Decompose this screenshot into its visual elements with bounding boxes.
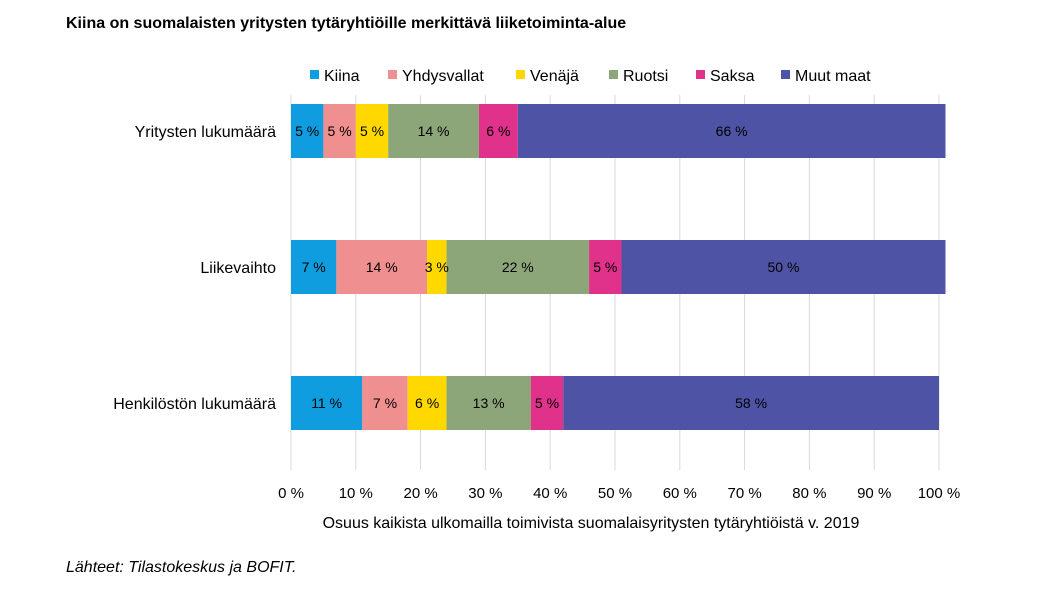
chart-title: Kiina on suomalaisten yritysten tytäryht… xyxy=(66,15,627,32)
x-tick-label: 70 % xyxy=(727,485,761,502)
bar-segment xyxy=(291,240,337,294)
x-tick-label: 80 % xyxy=(792,485,826,502)
data-label: 7 % xyxy=(302,259,326,275)
legend: Kiina Yhdysvallat Venäjä Ruotsi Saksa Muut ma… xyxy=(310,68,871,85)
data-label: 66 % xyxy=(716,123,748,139)
data-label: 5 % xyxy=(535,395,559,411)
data-label: 22 % xyxy=(502,259,534,275)
data-label: 6 % xyxy=(486,123,510,139)
data-label: 14 % xyxy=(418,123,450,139)
data-label: 5 % xyxy=(360,123,384,139)
data-label: 58 % xyxy=(735,395,767,411)
data-label: 7 % xyxy=(373,395,397,411)
data-label: 13 % xyxy=(473,395,505,411)
x-tick-label: 50 % xyxy=(598,485,632,502)
bar-segment xyxy=(336,240,428,294)
legend-label: Saksa xyxy=(710,68,755,85)
bar-segment xyxy=(362,376,408,430)
bar-segment xyxy=(530,376,564,430)
bar-segment xyxy=(563,376,939,430)
source-note: Lähteet: Tilastokeskus ja BOFIT. xyxy=(66,559,297,576)
legend-label: Muut maat xyxy=(795,68,871,85)
legend-label: Ruotsi xyxy=(623,68,668,85)
x-tick-label: 20 % xyxy=(403,485,437,502)
x-tick-label: 90 % xyxy=(857,485,891,502)
x-tick-label: 100 % xyxy=(918,485,961,502)
bar-segment xyxy=(446,240,590,294)
legend-label: Venäjä xyxy=(530,68,579,85)
bar-segment xyxy=(621,240,946,294)
x-tick-label: 30 % xyxy=(468,485,502,502)
category-label: Yritysten lukumäärä xyxy=(135,124,276,141)
bar-segment xyxy=(517,104,946,158)
bar-segment xyxy=(291,376,363,430)
data-label: 5 % xyxy=(593,259,617,275)
bar-segment xyxy=(427,240,447,294)
data-label: 11 % xyxy=(311,395,342,411)
x-axis-title: Osuus kaikista ulkomailla toimivista suo… xyxy=(323,515,860,532)
x-tick-label: 60 % xyxy=(663,485,697,502)
legend-swatch xyxy=(388,70,397,79)
legend-swatch xyxy=(781,70,790,79)
legend-label: Kiina xyxy=(324,68,360,85)
x-tick-label: 10 % xyxy=(339,485,373,502)
category-label: Liikevaihto xyxy=(200,260,276,277)
legend-label: Yhdysvallat xyxy=(402,68,484,85)
legend-swatch xyxy=(516,70,525,79)
bar-segment xyxy=(446,376,531,430)
legend-swatch xyxy=(696,70,705,79)
data-label: 14 % xyxy=(366,259,398,275)
data-label: 5 % xyxy=(295,123,319,139)
data-label: 6 % xyxy=(415,395,439,411)
bar-segment xyxy=(478,104,518,158)
data-label: 5 % xyxy=(328,123,352,139)
x-tick-label: 40 % xyxy=(533,485,567,502)
bar-segment xyxy=(388,104,479,158)
bar-segment xyxy=(589,240,622,294)
legend-swatch xyxy=(310,70,319,79)
data-label: 50 % xyxy=(768,259,800,275)
data-label: 3 % xyxy=(425,259,449,275)
category-labels: Yritysten lukumäärä Liikevaihto Henkilöstö… xyxy=(113,124,276,413)
x-tick-labels: 0 % 10 % 20 % 30 % 40 % 50 % 60 % 70 % 80 % 90 % 1… xyxy=(278,485,960,502)
bars xyxy=(291,104,946,430)
data-labels: 5 % 5 % 5 % 14 % 6 % 66 % 7 % 14 % 3 % 22 % 5 % 50 … xyxy=(295,123,799,411)
legend-swatch xyxy=(609,70,618,79)
bar-segment xyxy=(291,104,324,158)
bar-segment xyxy=(323,104,356,158)
bar-segment xyxy=(355,104,389,158)
x-tick-label: 0 % xyxy=(278,485,304,502)
category-label: Henkilöstön lukumäärä xyxy=(113,396,276,413)
bar-segment xyxy=(407,376,447,430)
